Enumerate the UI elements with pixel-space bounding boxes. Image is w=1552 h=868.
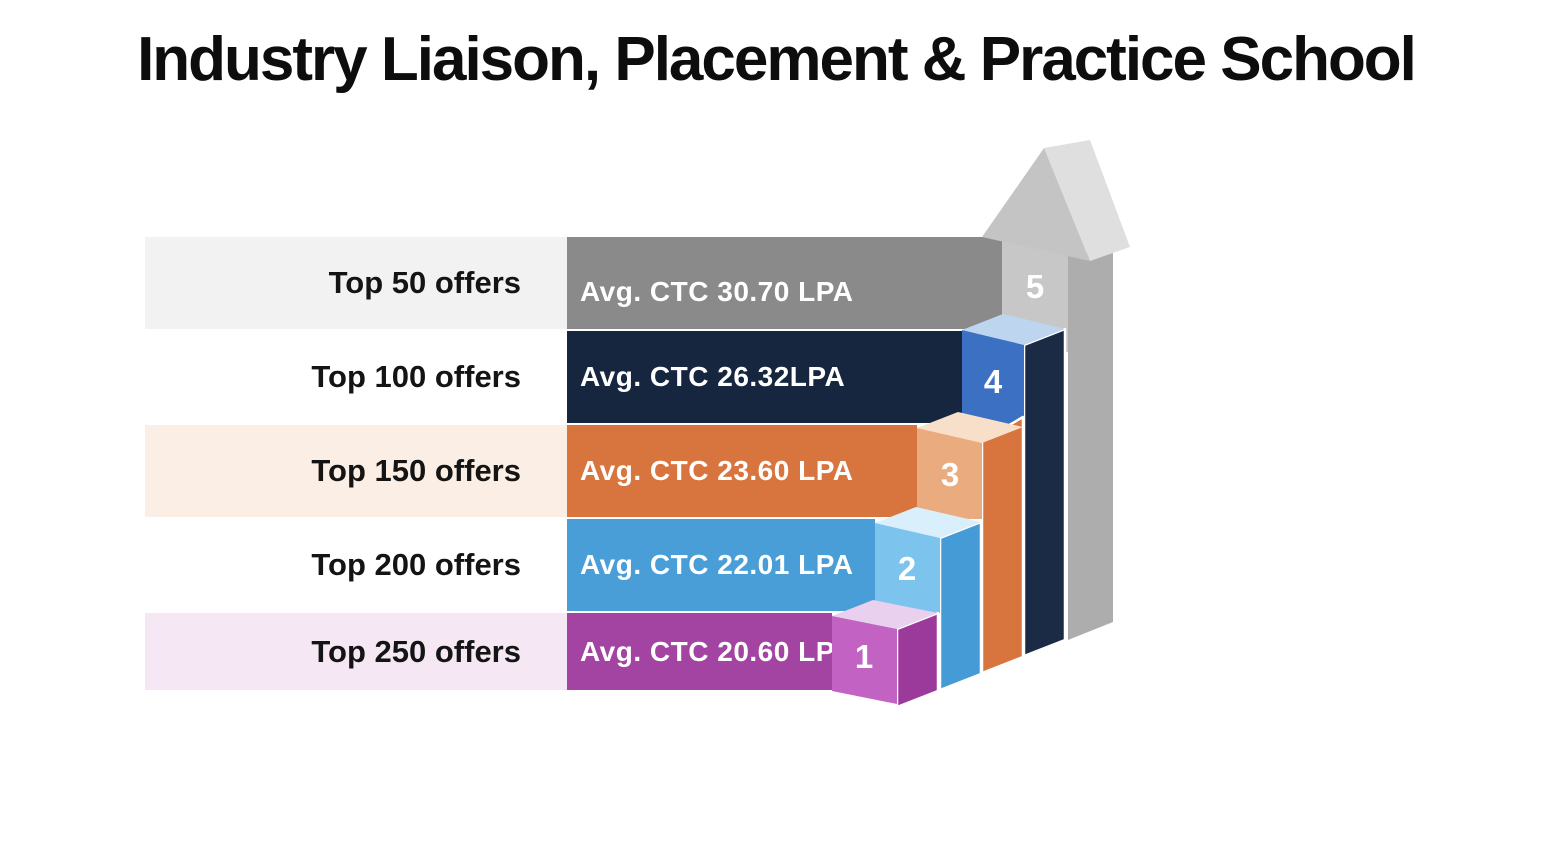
step-3-side-column: [980, 415, 1025, 675]
step-number-4: 4: [984, 363, 1003, 400]
category-box-top-100: Top 100 offers: [145, 331, 567, 423]
bar-value-top-250: Avg. CTC 20.60 LPA: [580, 635, 854, 667]
step-number-3: 3: [941, 456, 959, 493]
category-box-top-150: Top 150 offers: [145, 425, 567, 517]
arrow-head-front-face: [982, 148, 1090, 261]
step-1-front-face: [832, 616, 897, 704]
bar-top-100: Avg. CTC 26.32LPA: [567, 331, 962, 423]
bar-value-top-100: Avg. CTC 26.32LPA: [580, 361, 846, 392]
category-label-top-50: Top 50 offers: [328, 265, 521, 300]
bar-top-250: Avg. CTC 20.60 LPA: [567, 613, 853, 690]
bar-top-200: Avg. CTC 22.01 LPA: [567, 519, 875, 611]
bar-top-150: Avg. CTC 23.60 LPA: [567, 425, 917, 517]
step-3-front-face: [917, 428, 982, 519]
category-box-top-50: Top 50 offers: [145, 237, 567, 329]
step-2-side-column: [938, 520, 983, 692]
bar-value-top-150: Avg. CTC 23.60 LPA: [580, 455, 854, 486]
step-4-front-face: [962, 330, 1024, 425]
step-1-side-face: [895, 611, 940, 709]
step-4-top-face: [962, 314, 1065, 345]
category-label-top-250: Top 250 offers: [311, 633, 521, 669]
bar-value-top-50: Avg. CTC 30.70 LPA: [580, 276, 854, 307]
page-title: Industry Liaison, Placement & Practice S…: [137, 25, 1417, 94]
category-box-top-250: Top 250 offers: [145, 613, 567, 690]
step-number-5: 5: [1026, 268, 1044, 305]
step-4-side-column: [1022, 327, 1067, 658]
category-box-top-200: Top 200 offers: [145, 519, 567, 611]
arrow-head-side-face: [1044, 140, 1130, 261]
bar-value-top-200: Avg. CTC 22.01 LPA: [580, 549, 854, 580]
step-number-2: 2: [898, 550, 916, 587]
step-1-top-face: [832, 600, 938, 629]
step-number-1: 1: [855, 638, 873, 675]
bar-top-50: Avg. CTC 30.70 LPA: [567, 237, 1002, 329]
arrow-shaft-side-face: [1068, 250, 1113, 640]
category-label-top-150: Top 150 offers: [311, 453, 521, 488]
step-2-top-face: [875, 507, 981, 538]
category-label-top-100: Top 100 offers: [311, 359, 521, 394]
step-2-front-face: [875, 523, 940, 613]
step-3-top-face: [917, 412, 1023, 443]
category-label-top-200: Top 200 offers: [311, 547, 521, 582]
